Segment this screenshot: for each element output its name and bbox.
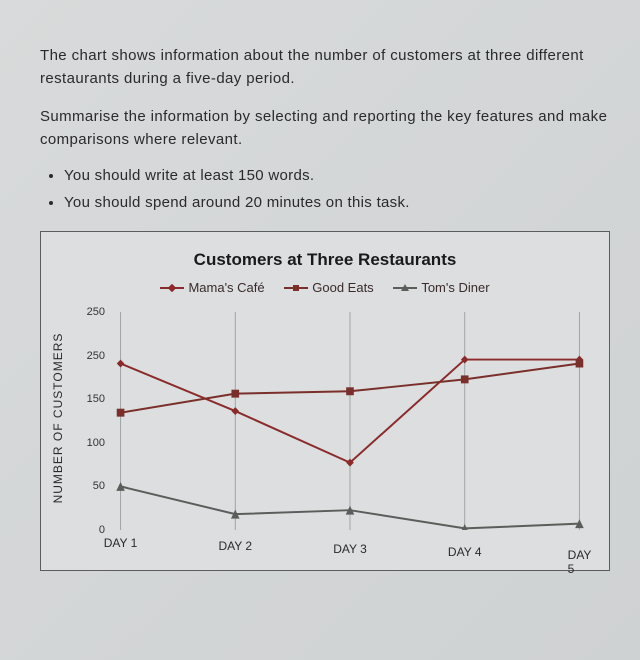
x-tick-label: DAY 5 xyxy=(568,548,592,576)
y-axis-ticks: 050100150250250 xyxy=(85,312,109,530)
y-tick-label: 50 xyxy=(93,480,105,492)
legend-item-good-eats: Good Eats xyxy=(284,280,377,295)
bullet-1: You should write at least 150 words. xyxy=(64,167,610,184)
legend-label: Tom's Diner xyxy=(421,280,489,295)
legend-label: Mama's Café xyxy=(188,280,264,295)
y-tick-label: 0 xyxy=(99,524,105,536)
legend-label: Good Eats xyxy=(312,280,373,295)
x-axis-ticks: DAY 1DAY 2DAY 3DAY 4DAY 5 xyxy=(111,536,589,558)
intro-paragraph-2: Summarise the information by selecting a… xyxy=(40,106,610,151)
y-tick-label: 150 xyxy=(87,393,105,405)
legend-item-mamas-cafe: Mama's Café xyxy=(160,280,268,295)
square-icon xyxy=(284,281,308,296)
instructions-list: You should write at least 150 words. You… xyxy=(40,167,610,211)
chart-legend: Mama's Café Good Eats Tom's Diner xyxy=(59,280,591,296)
x-tick-label: DAY 4 xyxy=(448,545,482,559)
x-tick-label: DAY 1 xyxy=(104,536,138,550)
y-tick-label: 250 xyxy=(87,306,105,318)
x-tick-label: DAY 2 xyxy=(218,539,252,553)
legend-item-toms-diner: Tom's Diner xyxy=(393,280,489,295)
chart-title: Customers at Three Restaurants xyxy=(59,250,591,270)
page: The chart shows information about the nu… xyxy=(0,0,640,660)
chart-container: Customers at Three Restaurants Mama's Ca… xyxy=(40,231,610,571)
diamond-icon xyxy=(160,281,184,296)
y-tick-label: 100 xyxy=(87,437,105,449)
x-tick-label: DAY 3 xyxy=(333,542,367,556)
y-axis-label: NUMBER OF CUSTOMERS xyxy=(51,332,65,503)
intro-paragraph-1: The chart shows information about the nu… xyxy=(40,45,610,90)
triangle-icon xyxy=(393,281,417,296)
bullet-2: You should spend around 20 minutes on th… xyxy=(64,194,610,211)
y-tick-label: 250 xyxy=(87,350,105,362)
chart-svg xyxy=(111,312,589,530)
plot-area xyxy=(111,312,589,530)
